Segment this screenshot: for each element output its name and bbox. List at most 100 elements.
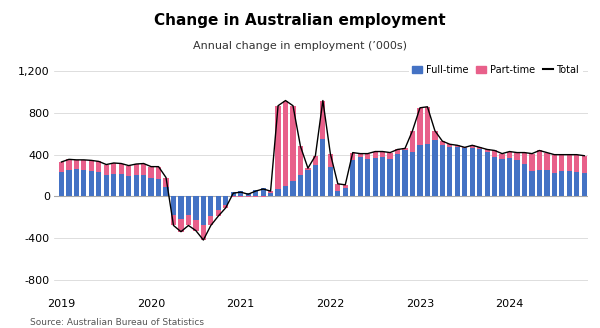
Bar xyxy=(358,157,363,196)
Bar xyxy=(522,164,527,196)
Bar xyxy=(67,159,71,170)
Bar xyxy=(111,174,116,196)
Bar xyxy=(313,165,318,196)
Bar xyxy=(574,172,580,196)
Bar xyxy=(141,175,146,196)
Bar xyxy=(522,153,527,164)
Bar xyxy=(186,215,191,225)
Bar xyxy=(343,185,348,188)
Bar xyxy=(186,196,191,215)
Text: Source: Australian Bureau of Statistics: Source: Australian Bureau of Statistics xyxy=(30,318,204,327)
Bar xyxy=(552,155,557,174)
Bar xyxy=(305,168,311,170)
Bar xyxy=(178,196,184,219)
Bar xyxy=(104,175,109,196)
Bar xyxy=(343,188,348,196)
Bar xyxy=(552,174,557,196)
Bar xyxy=(193,220,199,231)
Bar xyxy=(335,184,340,191)
Bar xyxy=(447,144,452,147)
Bar xyxy=(418,108,422,145)
Bar xyxy=(559,171,565,196)
Bar xyxy=(156,167,161,179)
Bar xyxy=(455,145,460,147)
Bar xyxy=(230,192,236,196)
Bar xyxy=(238,196,244,197)
Bar xyxy=(485,150,490,152)
Bar xyxy=(290,181,296,196)
Bar xyxy=(388,159,392,196)
Bar xyxy=(373,158,378,196)
Bar xyxy=(148,167,154,178)
Bar xyxy=(260,188,266,196)
Bar xyxy=(574,155,580,172)
Bar xyxy=(581,174,587,196)
Bar xyxy=(134,164,139,175)
Bar xyxy=(395,154,400,196)
Bar xyxy=(380,157,385,196)
Bar xyxy=(283,100,288,186)
Bar xyxy=(455,147,460,196)
Bar xyxy=(365,159,370,196)
Bar xyxy=(275,189,281,196)
Bar xyxy=(81,170,86,196)
Bar xyxy=(208,196,214,216)
Bar xyxy=(290,106,296,181)
Bar xyxy=(477,150,482,196)
Bar xyxy=(298,175,303,196)
Bar xyxy=(268,191,273,193)
Bar xyxy=(253,196,258,197)
Bar xyxy=(470,148,475,196)
Bar xyxy=(245,193,251,196)
Bar xyxy=(275,106,281,189)
Bar xyxy=(507,152,512,158)
Bar xyxy=(559,155,565,171)
Bar xyxy=(529,154,535,171)
Bar xyxy=(178,219,184,232)
Bar xyxy=(499,159,505,196)
Bar xyxy=(403,151,407,196)
Bar xyxy=(425,107,430,144)
Bar xyxy=(126,166,131,176)
Bar xyxy=(141,163,146,175)
Bar xyxy=(126,176,131,196)
Bar xyxy=(432,140,437,196)
Bar xyxy=(134,175,139,196)
Bar xyxy=(208,216,214,225)
Bar xyxy=(544,153,550,170)
Bar xyxy=(410,152,415,196)
Bar xyxy=(410,131,415,152)
Bar xyxy=(119,174,124,196)
Bar xyxy=(358,154,363,157)
Bar xyxy=(395,150,400,154)
Bar xyxy=(440,141,445,145)
Bar xyxy=(283,186,288,196)
Bar xyxy=(537,170,542,196)
Bar xyxy=(59,172,64,196)
Bar xyxy=(544,170,550,196)
Bar xyxy=(388,153,392,159)
Bar xyxy=(171,215,176,225)
Bar xyxy=(96,172,101,196)
Bar xyxy=(507,158,512,196)
Bar xyxy=(96,161,101,172)
Bar xyxy=(537,151,542,170)
Bar xyxy=(171,196,176,215)
Bar xyxy=(462,148,467,196)
Bar xyxy=(74,169,79,196)
Legend: Full-time, Part-time, Total: Full-time, Part-time, Total xyxy=(409,61,583,78)
Bar xyxy=(81,160,86,170)
Bar xyxy=(89,171,94,196)
Bar xyxy=(328,167,333,196)
Bar xyxy=(440,145,445,196)
Bar xyxy=(148,178,154,196)
Bar xyxy=(418,145,422,196)
Bar xyxy=(470,145,475,148)
Text: Annual change in employment (’000s): Annual change in employment (’000s) xyxy=(193,41,407,51)
Bar xyxy=(201,196,206,225)
Bar xyxy=(373,152,378,158)
Bar xyxy=(365,154,370,159)
Bar xyxy=(238,191,244,196)
Bar xyxy=(74,160,79,169)
Text: Change in Australian employment: Change in Australian employment xyxy=(154,13,446,28)
